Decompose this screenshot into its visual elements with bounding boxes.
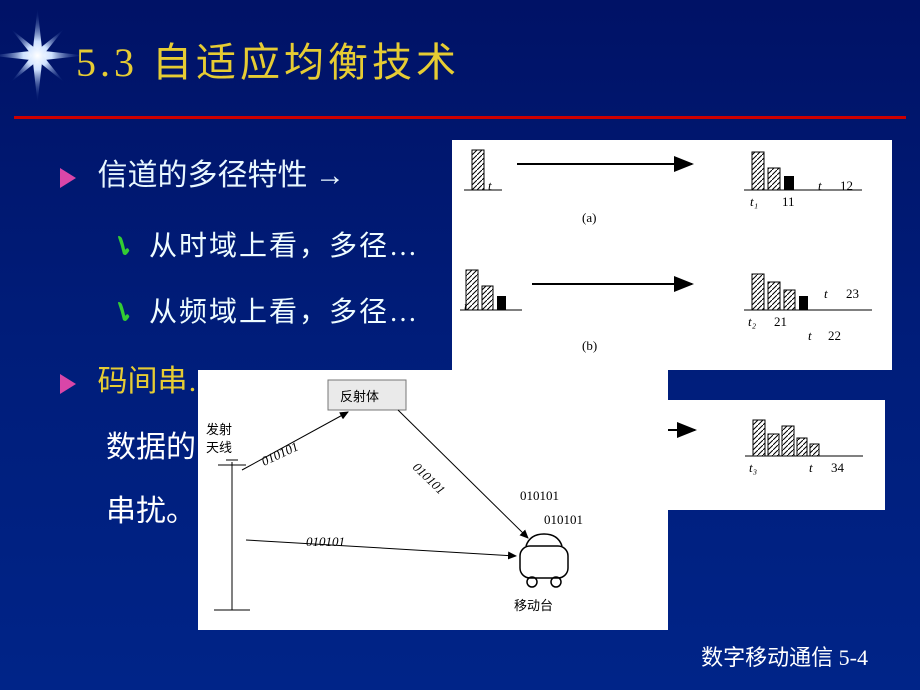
bullet-arrow-icon: [60, 374, 76, 394]
slide-title: 5.3 自适应均衡技术: [76, 30, 460, 88]
svg-text:010101: 010101: [520, 488, 559, 503]
figure-multipath-scene: 反射体 发射 天线 010101 010101 010101 010101 01…: [198, 370, 668, 630]
svg-text:t: t: [464, 298, 468, 313]
star-icon: [0, 8, 85, 103]
figure-t3-bars: t₃ t 34: [645, 400, 885, 510]
svg-text:t: t: [818, 178, 822, 193]
svg-text:010101: 010101: [544, 512, 583, 527]
svg-text:(a): (a): [582, 210, 596, 225]
svg-text:12: 12: [840, 178, 853, 193]
svg-text:t: t: [824, 286, 828, 301]
svg-text:天线: 天线: [206, 440, 232, 455]
svg-text:t: t: [808, 328, 812, 343]
svg-text:(b): (b): [582, 338, 597, 353]
svg-text:t₂: t₂: [748, 314, 757, 329]
bullet-1-text: 信道的多径特性 →: [98, 159, 346, 192]
title-rule: [14, 116, 906, 119]
figure-multipath-impulses: t t₁ 11 t 12 (a) t: [452, 140, 892, 370]
svg-text:反射体: 反射体: [340, 389, 379, 404]
slide: 5.3 自适应均衡技术 信道的多径特性 → ✓ 从时域上看，多径… ✓ 从频域上…: [0, 0, 920, 690]
svg-text:t₃: t₃: [749, 460, 757, 475]
svg-text:22: 22: [828, 328, 841, 343]
svg-text:11: 11: [782, 194, 795, 209]
bullet-arrow-icon: [60, 168, 76, 188]
svg-text:34: 34: [831, 460, 845, 475]
svg-text:21: 21: [774, 314, 787, 329]
svg-text:t: t: [488, 178, 492, 193]
check-icon: ✓: [101, 291, 139, 333]
sub-1-text: 从时域上看，多径…: [149, 231, 419, 262]
svg-text:010101: 010101: [306, 534, 345, 549]
svg-text:t₁: t₁: [750, 194, 758, 209]
slide-footer: 数字移动通信 5-4: [701, 640, 868, 672]
svg-text:t: t: [809, 460, 813, 475]
svg-text:010101: 010101: [259, 439, 301, 469]
svg-text:发射: 发射: [206, 422, 232, 437]
svg-text:010101: 010101: [410, 459, 448, 497]
svg-text:移动台: 移动台: [514, 598, 553, 613]
check-icon: ✓: [101, 225, 139, 267]
sub-2-text: 从频域上看，多径…: [149, 297, 419, 328]
svg-text:23: 23: [846, 286, 859, 301]
